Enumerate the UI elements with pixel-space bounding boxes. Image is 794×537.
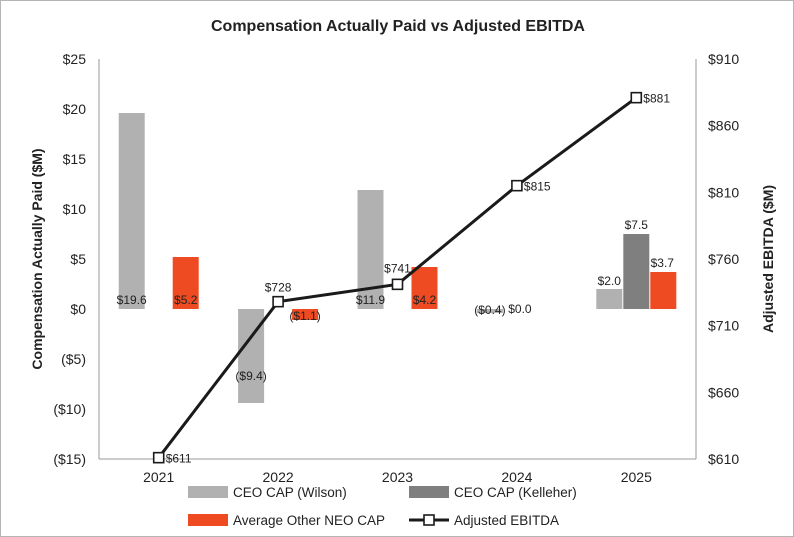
bars <box>118 113 677 403</box>
y2-tick-label: $610 <box>708 451 739 467</box>
legend-swatch <box>188 486 228 498</box>
x-tick-label: 2022 <box>263 469 294 485</box>
legend-label: Average Other NEO CAP <box>233 513 385 528</box>
y-tick-label: $25 <box>63 51 87 67</box>
x-tick-label: 2025 <box>621 469 652 485</box>
axes <box>98 59 697 460</box>
bar-average-other-neo-cap-2023 <box>411 267 438 309</box>
y2-tick-label: $860 <box>708 118 739 134</box>
ebitda-marker <box>272 295 284 308</box>
ebitda-line-group <box>152 91 643 464</box>
x-axis-ticks: 2021 2022 2023 2024 2025 <box>143 469 652 485</box>
y-tick-label: $10 <box>63 201 87 217</box>
left-axis-ticks: ($15) ($10) ($5) $0 $5 $10 $15 $20 $25 <box>53 51 86 467</box>
bar-average-other-neo-cap-2021 <box>172 257 199 309</box>
legend-swatch <box>409 486 449 498</box>
ebitda-line <box>157 96 638 459</box>
data-label: $11.9 <box>356 293 385 307</box>
data-label: $3.7 <box>651 256 675 270</box>
ebitda-marker <box>391 278 404 291</box>
bar-ceo-cap-wilson--2023 <box>357 190 384 309</box>
y2-tick-label: $910 <box>708 51 739 67</box>
y2-tick-label: $760 <box>708 251 739 267</box>
legend: CEO CAP (Wilson) CEO CAP (Kelleher) Averag… <box>188 485 577 528</box>
y-tick-label: ($10) <box>53 401 86 417</box>
y-tick-label: ($15) <box>53 451 86 467</box>
legend-swatch <box>188 514 228 526</box>
y2-tick-label: $660 <box>708 384 739 400</box>
bar-ceo-cap-kelleher--2025 <box>623 234 650 309</box>
data-label: $7.5 <box>625 218 649 232</box>
data-label: $19.6 <box>117 293 147 307</box>
x-tick-label: 2023 <box>382 469 413 485</box>
data-labels: $19.6 $5.2 ($9.4) ($1.1) $11.9 $4.2 ($0.4) $0.0… <box>117 92 675 466</box>
data-label: $881 <box>643 92 670 106</box>
bar-average-other-neo-cap-2025 <box>650 272 677 309</box>
ebitda-marker <box>630 91 643 104</box>
data-label: $611 <box>166 452 192 466</box>
data-label: $4.2 <box>413 293 437 307</box>
ebitda-marker <box>511 179 523 192</box>
data-label: ($0.4) <box>474 303 505 317</box>
x-tick-label: 2021 <box>143 469 174 485</box>
legend-marker <box>423 514 435 526</box>
data-label: ($9.4) <box>235 369 266 383</box>
data-label: $728 <box>265 281 292 295</box>
data-label: $0.0 <box>508 302 532 316</box>
y-tick-label: $20 <box>63 101 87 117</box>
data-label: ($1.1) <box>289 309 320 323</box>
y-tick-label: $15 <box>63 151 87 167</box>
legend-label: Adjusted EBITDA <box>454 513 559 528</box>
bar-average-other-neo-cap-2022 <box>292 309 319 320</box>
y2-tick-label: $810 <box>708 184 739 200</box>
data-label: $815 <box>524 180 551 194</box>
bar-ceo-cap-wilson--2025 <box>596 289 623 309</box>
bar-ceo-cap-wilson--2024 <box>476 309 503 313</box>
right-axis-ticks: $610 $660 $710 $760 $810 $860 $910 <box>708 51 739 467</box>
data-label: $5.2 <box>174 293 198 307</box>
legend-label: CEO CAP (Wilson) <box>233 485 347 500</box>
data-label: $2.0 <box>598 274 622 288</box>
data-label: $741 <box>384 261 411 275</box>
y-tick-label: $0 <box>70 301 86 317</box>
y2-axis-title: Adjusted EBITDA ($M) <box>760 185 776 333</box>
y2-tick-label: $710 <box>708 318 739 334</box>
y-axis-title: Compensation Actually Paid ($M) <box>29 148 45 369</box>
x-tick-label: 2024 <box>501 469 532 485</box>
chart-title: Compensation Actually Paid vs Adjusted E… <box>211 18 585 35</box>
ebitda-marker <box>152 451 165 464</box>
bar-ceo-cap-wilson--2021 <box>118 113 145 309</box>
legend-label: CEO CAP (Kelleher) <box>454 485 577 500</box>
y-tick-label: $5 <box>70 251 86 267</box>
y-tick-label: ($5) <box>61 351 86 367</box>
